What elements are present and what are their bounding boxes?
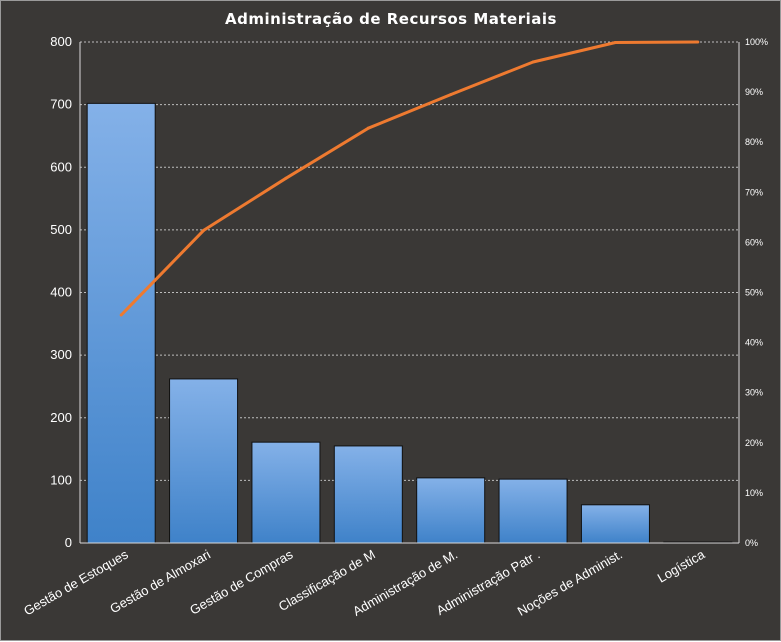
bar <box>169 378 239 544</box>
y2-tick-label: 10% <box>745 488 763 498</box>
y2-tick-label: 30% <box>745 388 763 398</box>
y2-tick-label: 100% <box>745 37 768 47</box>
y2-tick-label: 90% <box>745 87 763 97</box>
line-point <box>284 176 288 180</box>
y2-tick-label: 60% <box>745 237 763 247</box>
line-point <box>119 313 123 317</box>
y-tick-label: 600 <box>50 159 72 174</box>
line-point <box>531 60 535 64</box>
line-point <box>696 40 700 44</box>
cumulative-line-series <box>119 40 700 317</box>
cumulative-line <box>120 40 698 317</box>
y-tick-label: 500 <box>50 222 72 237</box>
chart-title: Administração de Recursos Materiais <box>225 10 557 28</box>
y-tick-label: 0 <box>65 535 72 550</box>
y-tick-label: 300 <box>50 347 72 362</box>
y2-tick-label: 70% <box>745 187 763 197</box>
bar <box>498 478 568 544</box>
bar <box>86 102 156 544</box>
y2-tick-label: 40% <box>745 338 763 348</box>
x-tick-label: Logística <box>655 546 708 585</box>
bar <box>251 441 321 544</box>
bar <box>333 445 403 544</box>
y2-tick-label: 20% <box>745 438 763 448</box>
y-tick-label: 400 <box>50 285 72 300</box>
bar-series <box>86 102 733 544</box>
y2-tick-label: 50% <box>745 288 763 298</box>
bar <box>416 477 486 544</box>
y-tick-label: 200 <box>50 410 72 425</box>
bar <box>580 504 650 544</box>
y-tick-label: 700 <box>50 97 72 112</box>
line-point <box>613 41 617 45</box>
y-tick-label: 800 <box>50 34 72 49</box>
y-tick-label: 100 <box>50 472 72 487</box>
line-point <box>366 126 370 130</box>
axes <box>79 42 740 544</box>
y2-tick-label: 0% <box>745 538 758 548</box>
y2-tick-label: 80% <box>745 137 763 147</box>
line-point <box>449 93 453 97</box>
line-point <box>202 228 206 232</box>
